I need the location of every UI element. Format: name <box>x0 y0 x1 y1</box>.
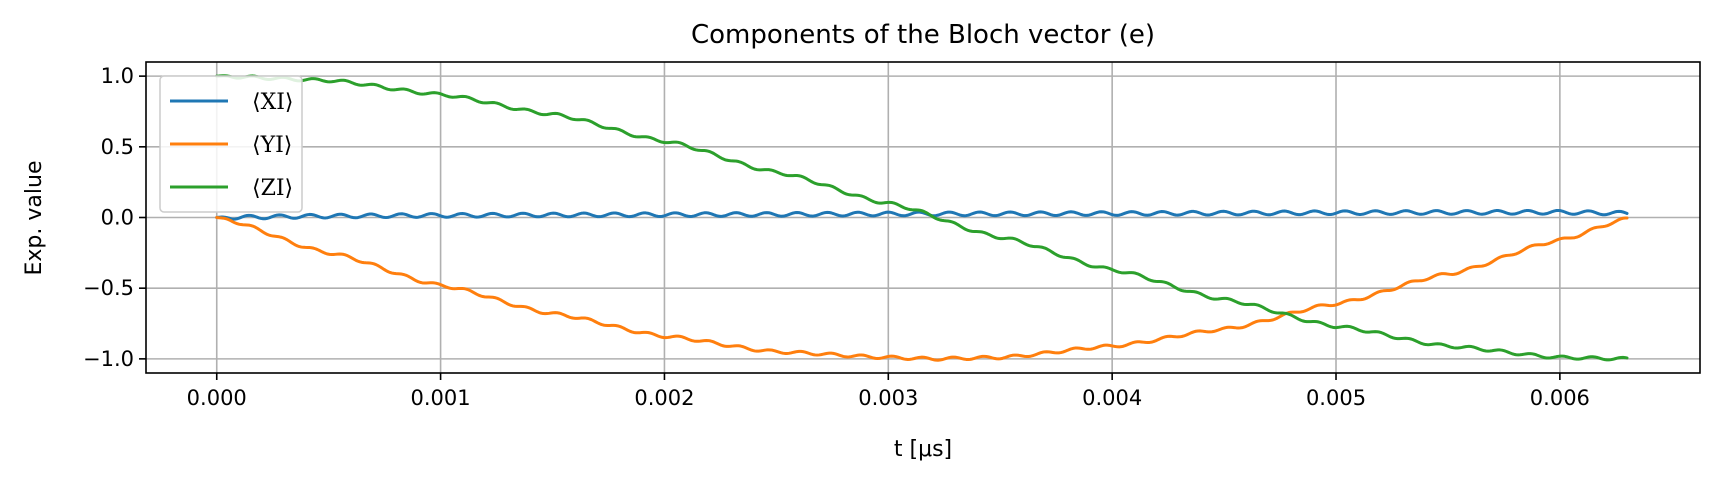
x-tick-label: 0.005 <box>1306 386 1366 410</box>
series-line-xi <box>215 208 1629 221</box>
y-tick-label: −1.0 <box>83 347 134 371</box>
x-tick-label: 0.004 <box>1082 386 1142 410</box>
chart-title: Components of the Bloch vector (e) <box>691 20 1155 50</box>
tick-layer: 0.000 0.001 0.002 0.003 0.004 0.005 0.006 1.0 0.… <box>83 64 1590 410</box>
x-tick-label: 0.001 <box>411 386 471 410</box>
legend: ⟨XI⟩ ⟨YI⟩ ⟨ZI⟩ <box>159 75 303 213</box>
grid-layer <box>146 62 1700 373</box>
series-line-zi <box>215 74 1629 362</box>
y-axis-label: Exp. value <box>22 161 47 276</box>
series-layer <box>215 74 1629 362</box>
legend-label-zi: ⟨ZI⟩ <box>252 176 293 201</box>
legend-label-yi: ⟨YI⟩ <box>252 133 292 158</box>
series-line-yi <box>215 216 1629 362</box>
y-tick-label: 0.0 <box>101 206 134 230</box>
x-tick-label: 0.006 <box>1530 386 1590 410</box>
x-tick-label: 0.002 <box>634 386 694 410</box>
y-tick-label: 0.5 <box>101 135 134 159</box>
legend-label-xi: ⟨XI⟩ <box>252 90 294 115</box>
x-tick-label: 0.000 <box>187 386 247 410</box>
x-tick-label: 0.003 <box>858 386 918 410</box>
x-axis-label: t [μs] <box>894 437 952 462</box>
y-tick-label: −0.5 <box>83 276 134 300</box>
y-tick-label: 1.0 <box>101 64 134 88</box>
legend-box <box>159 75 303 213</box>
